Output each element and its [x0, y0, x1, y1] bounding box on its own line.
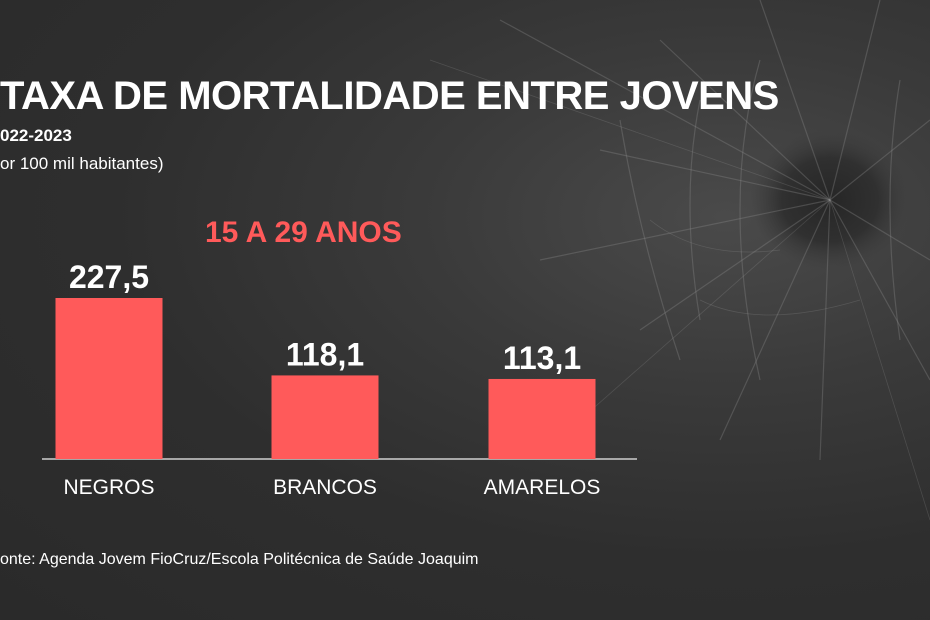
bar-brancos [271, 375, 379, 459]
unit-note: or 100 mil habitantes) [0, 154, 164, 173]
value-label-brancos: 118,1 [286, 336, 364, 372]
category-label-brancos: BRANCOS [273, 476, 377, 499]
category-label-amarelos: AMARELOS [484, 476, 601, 499]
category-label-negros: NEGROS [63, 476, 154, 499]
source-note: onte: Agenda Jovem FioCruz/Escola Polité… [0, 551, 479, 568]
bar-amarelos [488, 378, 596, 459]
chart-title: TAXA DE MORTALIDADE ENTRE JOVENS [0, 74, 779, 118]
bar-negros [55, 298, 163, 459]
value-label-negros: 227,5 [69, 259, 149, 295]
age-group-heading: 15 A 29 ANOS [205, 216, 402, 249]
value-label-amarelos: 113,1 [503, 340, 581, 376]
date-range: 022-2023 [0, 126, 72, 145]
